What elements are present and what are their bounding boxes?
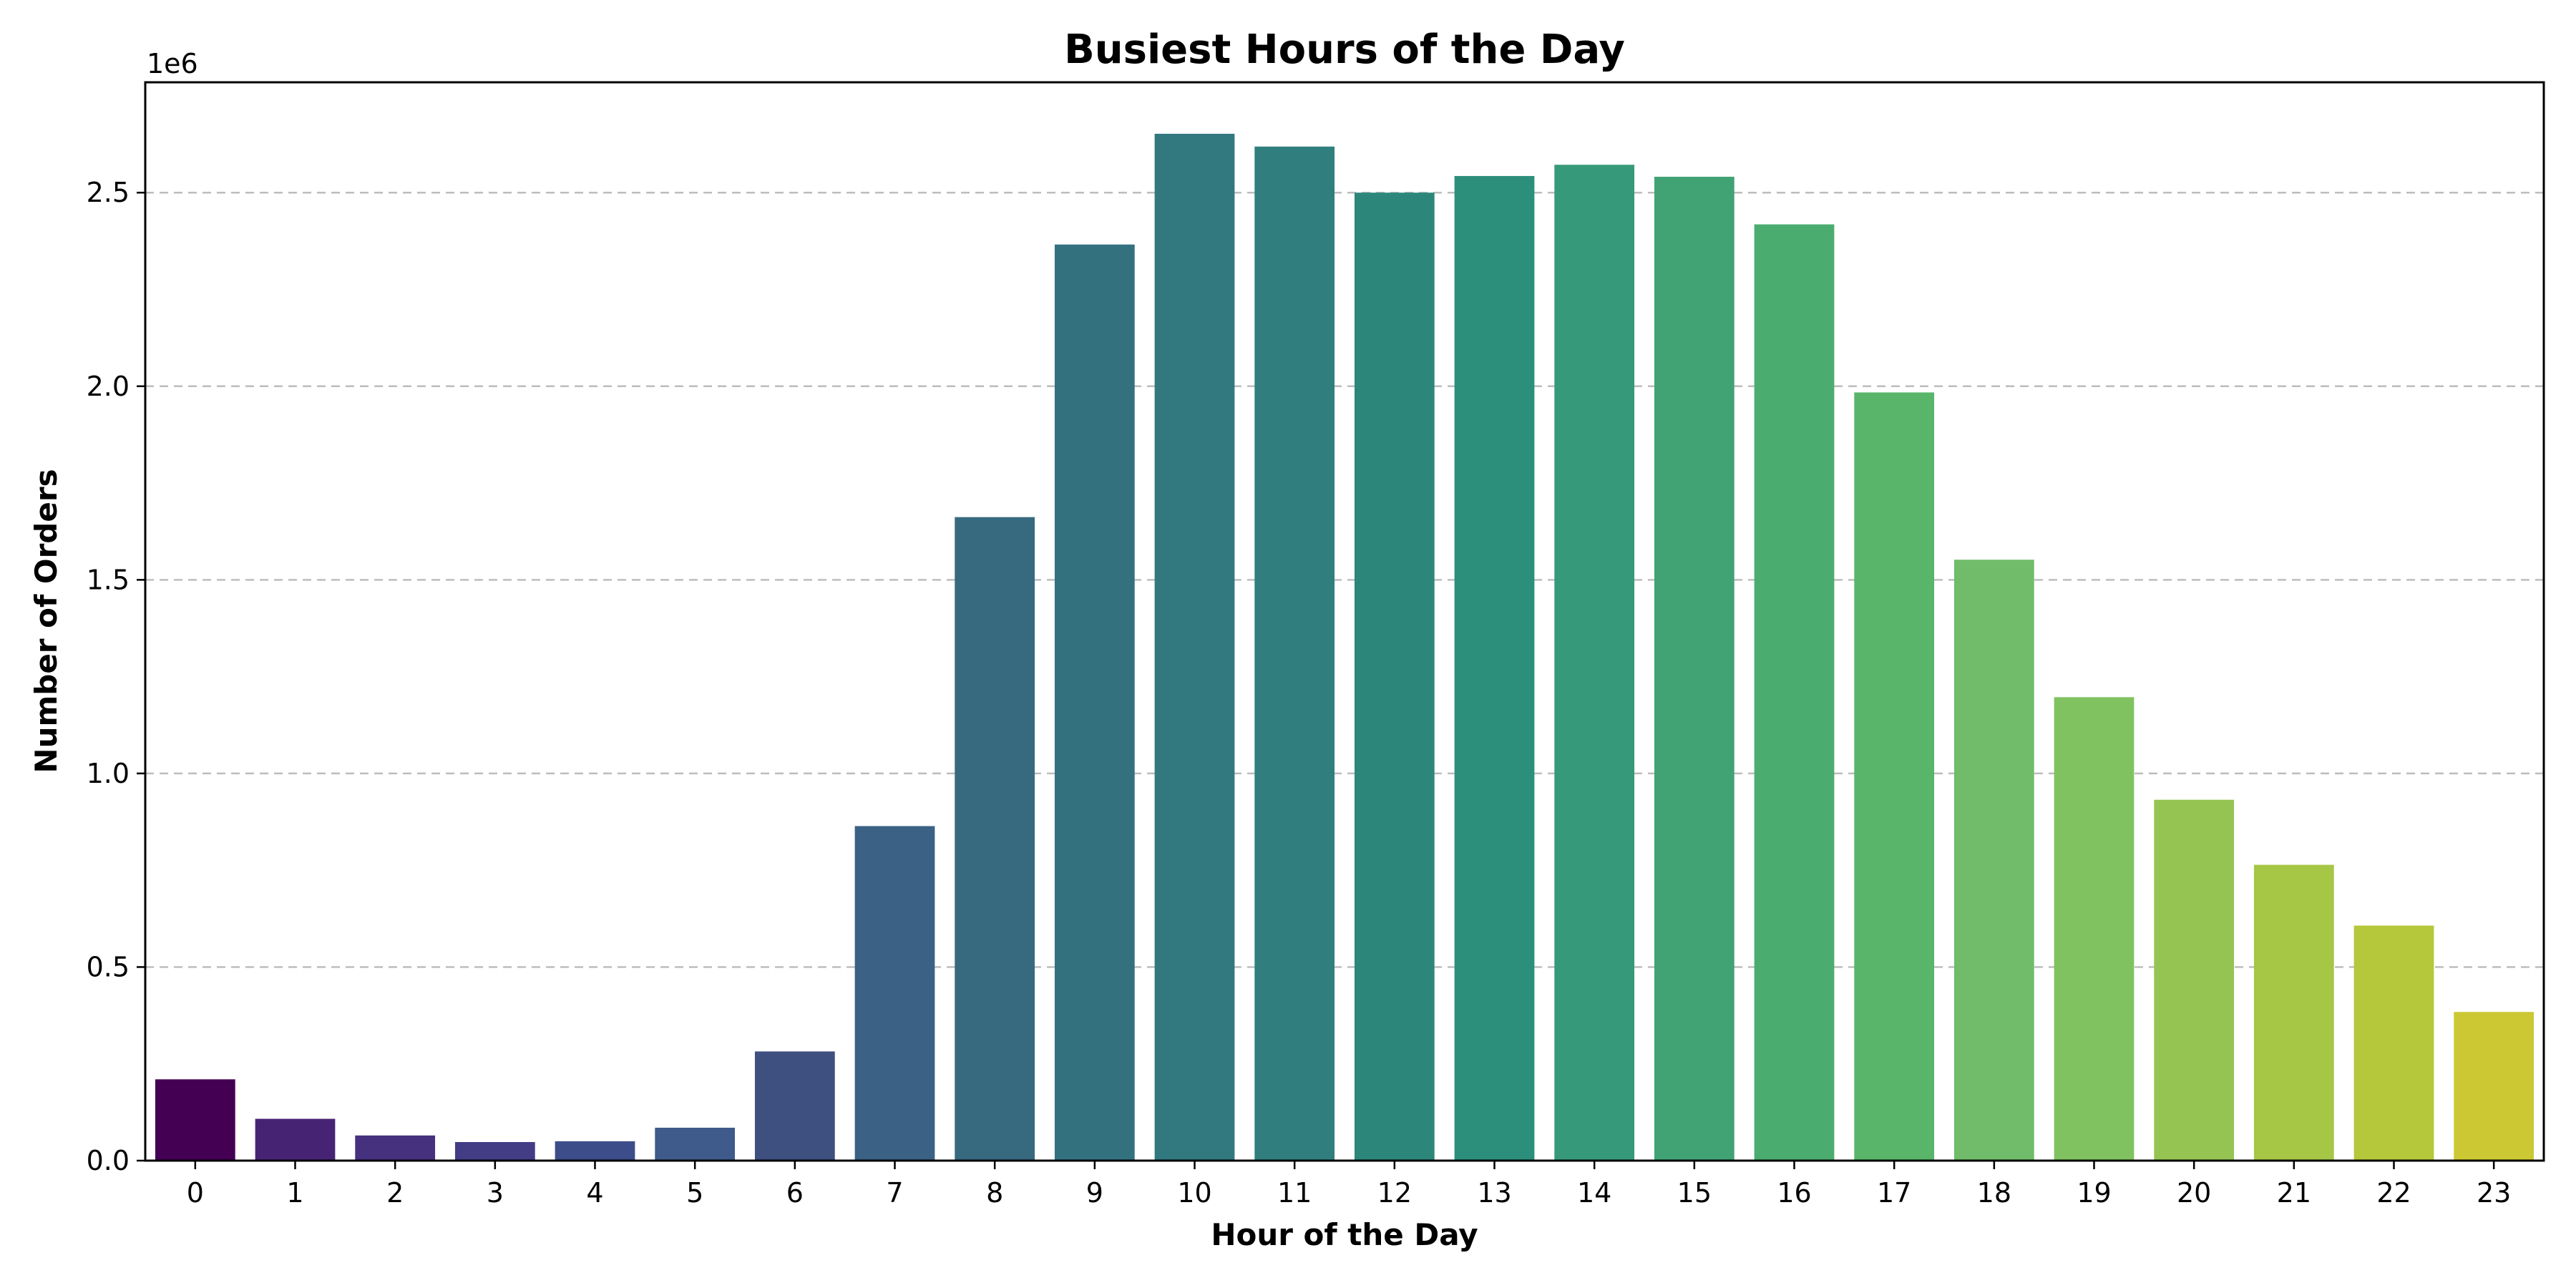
x-tick-label: 20 bbox=[2177, 1177, 2211, 1209]
x-axis-ticks: 0 1 2 3 4 5 6 7 8 9 10 11 12 13 14 15 16 17 18 19 20 21 22 23 bbox=[187, 1161, 2511, 1209]
x-tick-label: 7 bbox=[886, 1177, 903, 1209]
y-tick-label: 2.0 bbox=[87, 371, 130, 402]
bar-hour-5 bbox=[655, 1128, 736, 1161]
bar-hour-1 bbox=[255, 1118, 336, 1161]
bars bbox=[155, 133, 2534, 1161]
bar-hour-13 bbox=[1454, 175, 1535, 1161]
x-tick-label: 12 bbox=[1377, 1177, 1412, 1209]
y-tick-label: 0.5 bbox=[87, 951, 130, 982]
bar-hour-8 bbox=[955, 517, 1035, 1161]
y-tick-label: 1.5 bbox=[87, 564, 130, 595]
chart-title: Busiest Hours of the Day bbox=[1064, 26, 1625, 73]
x-tick-label: 19 bbox=[2077, 1177, 2111, 1209]
bar-hour-9 bbox=[1054, 244, 1135, 1161]
bar-hour-2 bbox=[355, 1135, 436, 1161]
x-tick-label: 16 bbox=[1777, 1177, 1811, 1209]
x-tick-label: 13 bbox=[1477, 1177, 1511, 1209]
bar-hour-0 bbox=[155, 1079, 235, 1161]
y-axis-offset-label: 1e6 bbox=[147, 48, 198, 79]
bar-hour-12 bbox=[1354, 192, 1435, 1161]
x-tick-label: 10 bbox=[1177, 1177, 1211, 1209]
bar-hour-15 bbox=[1654, 177, 1735, 1161]
bar-hour-18 bbox=[1953, 560, 2034, 1161]
x-tick-label: 23 bbox=[2477, 1177, 2511, 1209]
bar-hour-11 bbox=[1254, 146, 1335, 1161]
x-tick-label: 9 bbox=[1086, 1177, 1103, 1209]
x-tick-label: 1 bbox=[286, 1177, 303, 1209]
x-tick-label: 5 bbox=[686, 1177, 703, 1209]
x-tick-label: 17 bbox=[1877, 1177, 1911, 1209]
bar-hour-17 bbox=[1854, 392, 1935, 1161]
x-tick-label: 11 bbox=[1277, 1177, 1312, 1209]
bar-hour-3 bbox=[454, 1142, 535, 1161]
x-tick-label: 2 bbox=[386, 1177, 404, 1209]
x-tick-label: 0 bbox=[187, 1177, 204, 1209]
x-tick-label: 21 bbox=[2277, 1177, 2311, 1209]
bar-hour-16 bbox=[1754, 224, 1835, 1161]
x-tick-label: 6 bbox=[786, 1177, 804, 1209]
bar-hour-6 bbox=[754, 1051, 835, 1161]
y-axis-ticks: 0.0 0.5 1.0 1.5 2.0 2.5 bbox=[87, 177, 145, 1176]
bar-hour-7 bbox=[854, 826, 935, 1161]
bar-hour-20 bbox=[2154, 799, 2235, 1161]
bar-hour-21 bbox=[2253, 864, 2334, 1161]
x-tick-label: 22 bbox=[2376, 1177, 2411, 1209]
bar-hour-22 bbox=[2353, 925, 2434, 1161]
bar-hour-10 bbox=[1154, 133, 1235, 1161]
plot-frame bbox=[144, 81, 2545, 1162]
bar-hour-14 bbox=[1554, 165, 1635, 1161]
bar-hour-19 bbox=[2054, 697, 2135, 1161]
x-tick-label: 15 bbox=[1677, 1177, 1712, 1209]
x-axis-label: Hour of the Day bbox=[1211, 1217, 1478, 1252]
x-tick-label: 4 bbox=[586, 1177, 603, 1209]
bar-hour-23 bbox=[2454, 1012, 2534, 1161]
x-tick-label: 14 bbox=[1577, 1177, 1611, 1209]
x-tick-label: 3 bbox=[487, 1177, 504, 1209]
y-tick-label: 2.5 bbox=[87, 177, 130, 208]
y-axis-label: Number of Orders bbox=[29, 469, 64, 773]
y-tick-label: 0.0 bbox=[87, 1145, 130, 1176]
x-tick-label: 18 bbox=[1977, 1177, 2011, 1209]
y-tick-label: 1.0 bbox=[87, 758, 130, 789]
bar-hour-4 bbox=[555, 1141, 635, 1161]
x-tick-label: 8 bbox=[986, 1177, 1003, 1209]
